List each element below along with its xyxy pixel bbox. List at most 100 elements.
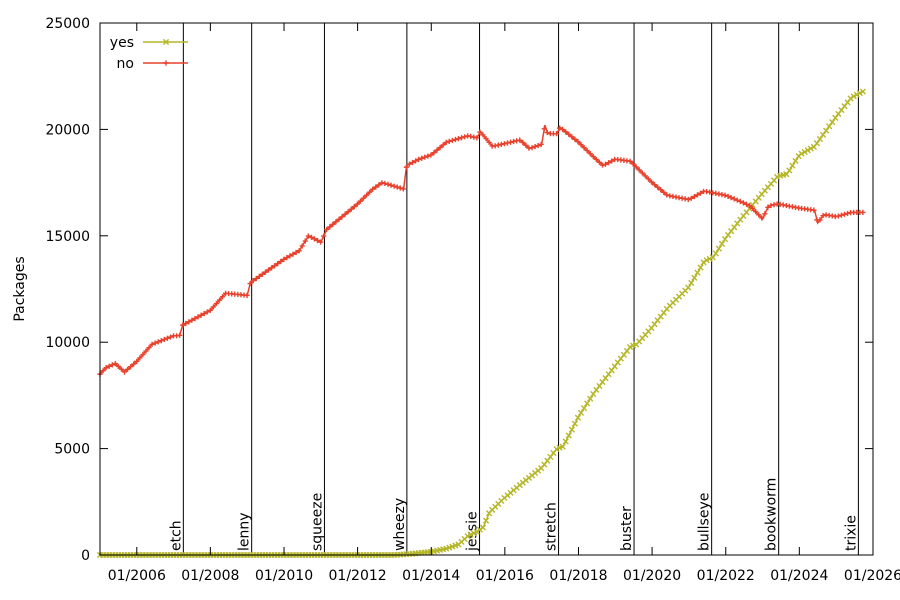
data-point-no [731,196,737,202]
data-point-no [180,322,186,328]
data-point-no [504,140,511,146]
data-point-no [517,137,523,143]
data-point-no [501,141,508,147]
data-point-no [219,294,226,300]
data-point-no [124,366,131,372]
data-point-yes [479,524,487,531]
data-point-no [538,141,544,148]
data-point-no [737,198,743,205]
data-point-yes [792,157,799,165]
data-point-yes [467,531,474,538]
data-point-no [844,210,851,217]
data-point-no [314,237,321,244]
data-point-no [394,184,400,190]
data-point-no [535,142,541,149]
x-tick-label: 01/2022 [697,568,755,584]
data-point-no [581,145,587,151]
data-point-yes [473,528,480,535]
data-point-yes [721,235,729,243]
data-point-no [207,307,213,313]
data-point-yes [715,245,722,252]
data-point-no [115,363,121,369]
data-point-no [627,158,633,164]
data-point-no [578,142,584,148]
data-point-no [186,319,192,325]
data-point-no [566,131,572,137]
series-line-yes [100,90,865,556]
data-point-no [544,129,550,136]
data-point-no [131,361,137,367]
data-point-no [651,182,658,188]
release-label: bookworm [764,478,780,551]
legend: yes no [110,35,188,72]
data-point-no [437,144,443,151]
data-point-no [391,183,397,189]
data-point-no [177,332,183,338]
data-point-yes [470,530,477,537]
data-point-no [109,362,115,368]
data-point-no [605,160,612,166]
data-point-no [149,341,155,347]
data-point-yes [789,162,796,169]
data-point-no [529,145,535,151]
data-point-yes [688,279,695,287]
data-point-no [167,334,174,340]
data-point-no [327,224,333,230]
data-point-no [428,152,434,158]
data-point-no [575,139,581,145]
data-point-no [382,180,388,187]
data-point-no [768,202,774,209]
data-point-no [486,139,492,145]
data-point-no [244,292,250,298]
data-point-yes [816,135,824,143]
data-point-no [762,211,768,217]
release-label: stretch [544,502,560,551]
data-point-no [299,243,305,249]
data-point-no [602,161,609,167]
data-point-no [811,207,817,213]
data-point-yes [859,88,866,95]
data-point-no [213,300,220,307]
data-point-no [697,190,704,196]
data-point-no [556,125,563,131]
data-point-no [140,351,146,358]
data-point-no [560,126,566,133]
data-point-no [388,182,394,188]
data-point-no [112,360,118,367]
data-point-no [734,197,740,203]
data-point-no [655,184,661,190]
data-point-no [385,181,391,187]
data-point-no [541,126,547,132]
y-axis-label: Packages [12,256,28,321]
data-point-no [446,138,452,144]
data-point-yes [587,395,594,402]
data-point-no [740,200,746,206]
release-label: etch [168,520,184,551]
data-point-no [317,239,324,245]
data-point-no [308,234,315,240]
legend-label-yes: yes [110,35,134,51]
data-point-yes [823,127,830,134]
series-no [97,124,866,377]
x-tick-label: 01/2006 [108,568,166,584]
y-tick-label: 15000 [45,229,90,245]
release-label: squeeze [309,493,325,551]
data-point-yes [826,123,833,130]
data-point-no [639,170,645,176]
data-point-no [333,219,339,225]
data-point-no [434,147,440,153]
y-tick-label: 0 [81,548,90,564]
data-point-no [523,142,529,148]
data-point-no [590,154,596,160]
data-point-no [495,142,501,148]
data-point-yes [559,443,566,450]
data-point-yes [798,150,805,157]
data-point-yes [577,409,585,416]
data-point-no [354,201,360,207]
release-label: buster [619,506,635,551]
data-point-no [765,204,771,210]
data-point-yes [697,264,704,271]
legend-marker-yes [162,38,170,46]
